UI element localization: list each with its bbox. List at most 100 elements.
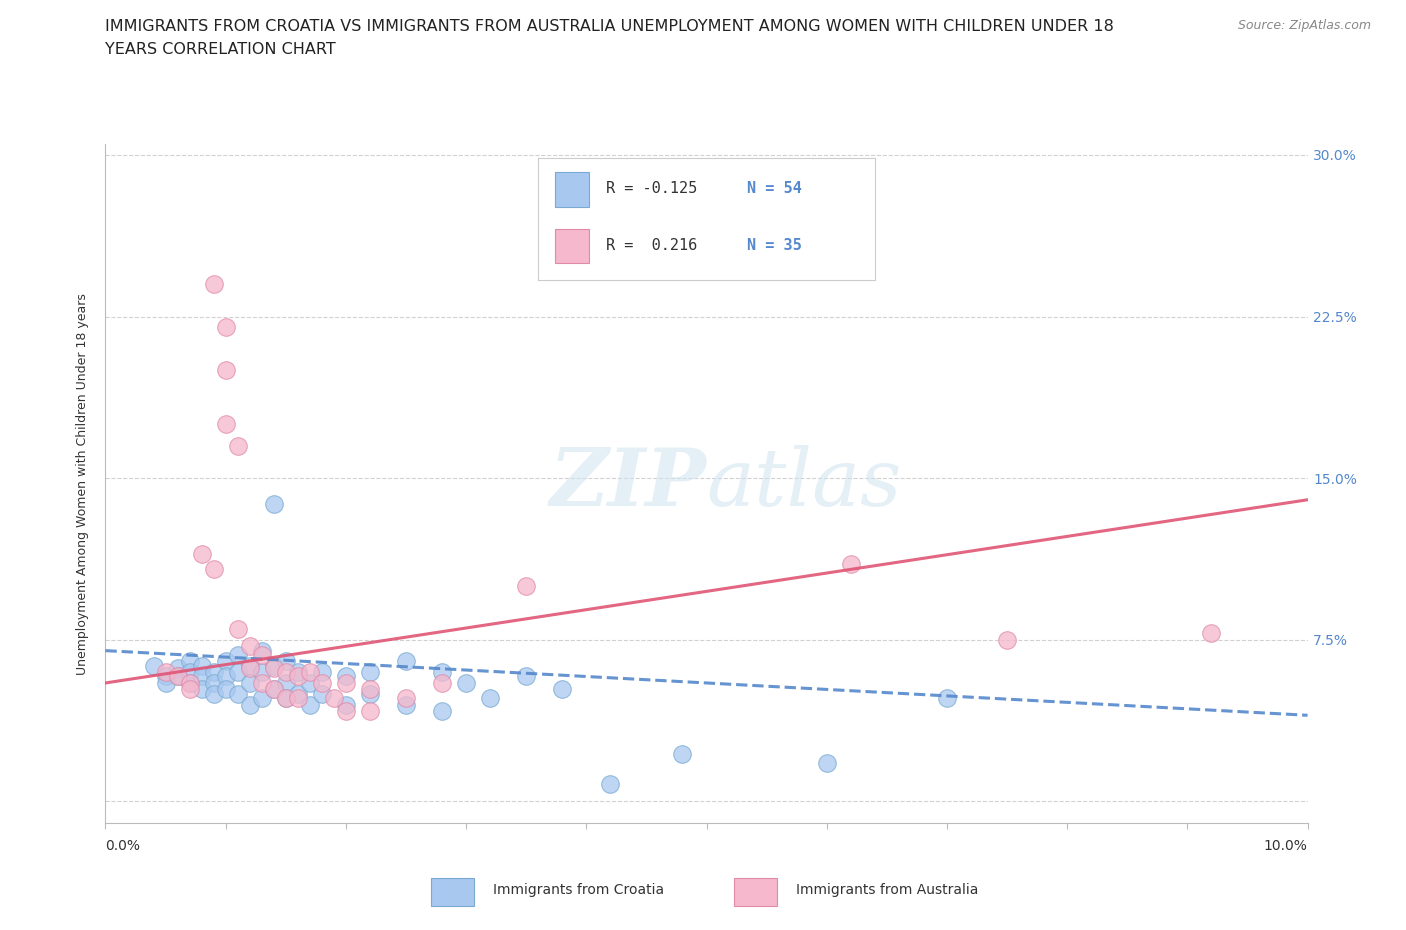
FancyBboxPatch shape [734,878,778,906]
Point [214,363,236,378]
FancyBboxPatch shape [430,878,474,906]
Point [430,703,453,718]
Point [202,686,225,701]
Text: atlas: atlas [707,445,901,523]
Point [430,675,453,690]
Point [359,665,381,680]
Point [179,682,201,697]
Point [995,632,1018,647]
Point [202,675,225,690]
Point [274,665,297,680]
Point [335,669,357,684]
Point [190,682,212,697]
Point [298,665,321,680]
Point [287,691,309,706]
Point [359,703,381,718]
Point [671,747,693,762]
Point [287,669,309,684]
Point [226,438,249,453]
Point [311,675,333,690]
Point [202,665,225,680]
Point [142,658,165,673]
Point [190,546,212,561]
Point [226,621,249,636]
Point [202,277,225,292]
Point [395,691,418,706]
Point [263,682,285,697]
Point [214,669,236,684]
Point [155,675,177,690]
Point [226,686,249,701]
Point [287,665,309,680]
Point [335,698,357,712]
Point [263,660,285,675]
Point [179,675,201,690]
Point [166,660,188,675]
Point [359,682,381,697]
Point [311,686,333,701]
Point [239,675,262,690]
Point [551,682,574,697]
Point [214,654,236,669]
Point [202,562,225,577]
Point [936,691,959,706]
Point [322,691,344,706]
Text: Immigrants from Croatia: Immigrants from Croatia [492,884,664,897]
Point [263,658,285,673]
Point [226,665,249,680]
Point [214,682,236,697]
Point [274,654,297,669]
Point [179,675,201,690]
Point [250,665,273,680]
Point [298,675,321,690]
Text: Immigrants from Australia: Immigrants from Australia [796,884,979,897]
Point [250,675,273,690]
Point [274,691,297,706]
Point [250,647,273,662]
Y-axis label: Unemployment Among Women with Children Under 18 years: Unemployment Among Women with Children U… [76,293,90,674]
Point [190,669,212,684]
Point [274,691,297,706]
Text: IMMIGRANTS FROM CROATIA VS IMMIGRANTS FROM AUSTRALIA UNEMPLOYMENT AMONG WOMEN WI: IMMIGRANTS FROM CROATIA VS IMMIGRANTS FR… [105,19,1115,33]
Point [250,691,273,706]
Point [335,675,357,690]
Point [263,497,285,512]
Point [190,658,212,673]
Point [454,675,477,690]
Point [479,691,502,706]
Text: YEARS CORRELATION CHART: YEARS CORRELATION CHART [105,42,336,57]
Point [839,557,862,572]
Text: Source: ZipAtlas.com: Source: ZipAtlas.com [1237,19,1371,32]
Point [155,665,177,680]
Point [179,665,201,680]
Text: 10.0%: 10.0% [1264,839,1308,853]
Point [166,669,188,684]
Point [166,669,188,684]
Point [430,665,453,680]
Point [250,644,273,658]
Point [311,665,333,680]
Point [226,647,249,662]
Point [815,755,838,770]
Point [287,686,309,701]
Point [214,320,236,335]
Point [395,654,418,669]
Point [1201,626,1223,641]
Point [515,578,537,593]
Point [599,777,621,791]
Point [239,658,262,673]
Point [395,698,418,712]
Point [515,669,537,684]
Point [298,698,321,712]
Text: ZIP: ZIP [550,445,707,523]
Point [214,417,236,432]
Point [274,675,297,690]
Point [239,639,262,654]
Point [263,682,285,697]
Point [179,654,201,669]
Point [239,660,262,675]
Point [359,686,381,701]
Text: 0.0%: 0.0% [105,839,141,853]
Point [335,703,357,718]
Point [239,698,262,712]
